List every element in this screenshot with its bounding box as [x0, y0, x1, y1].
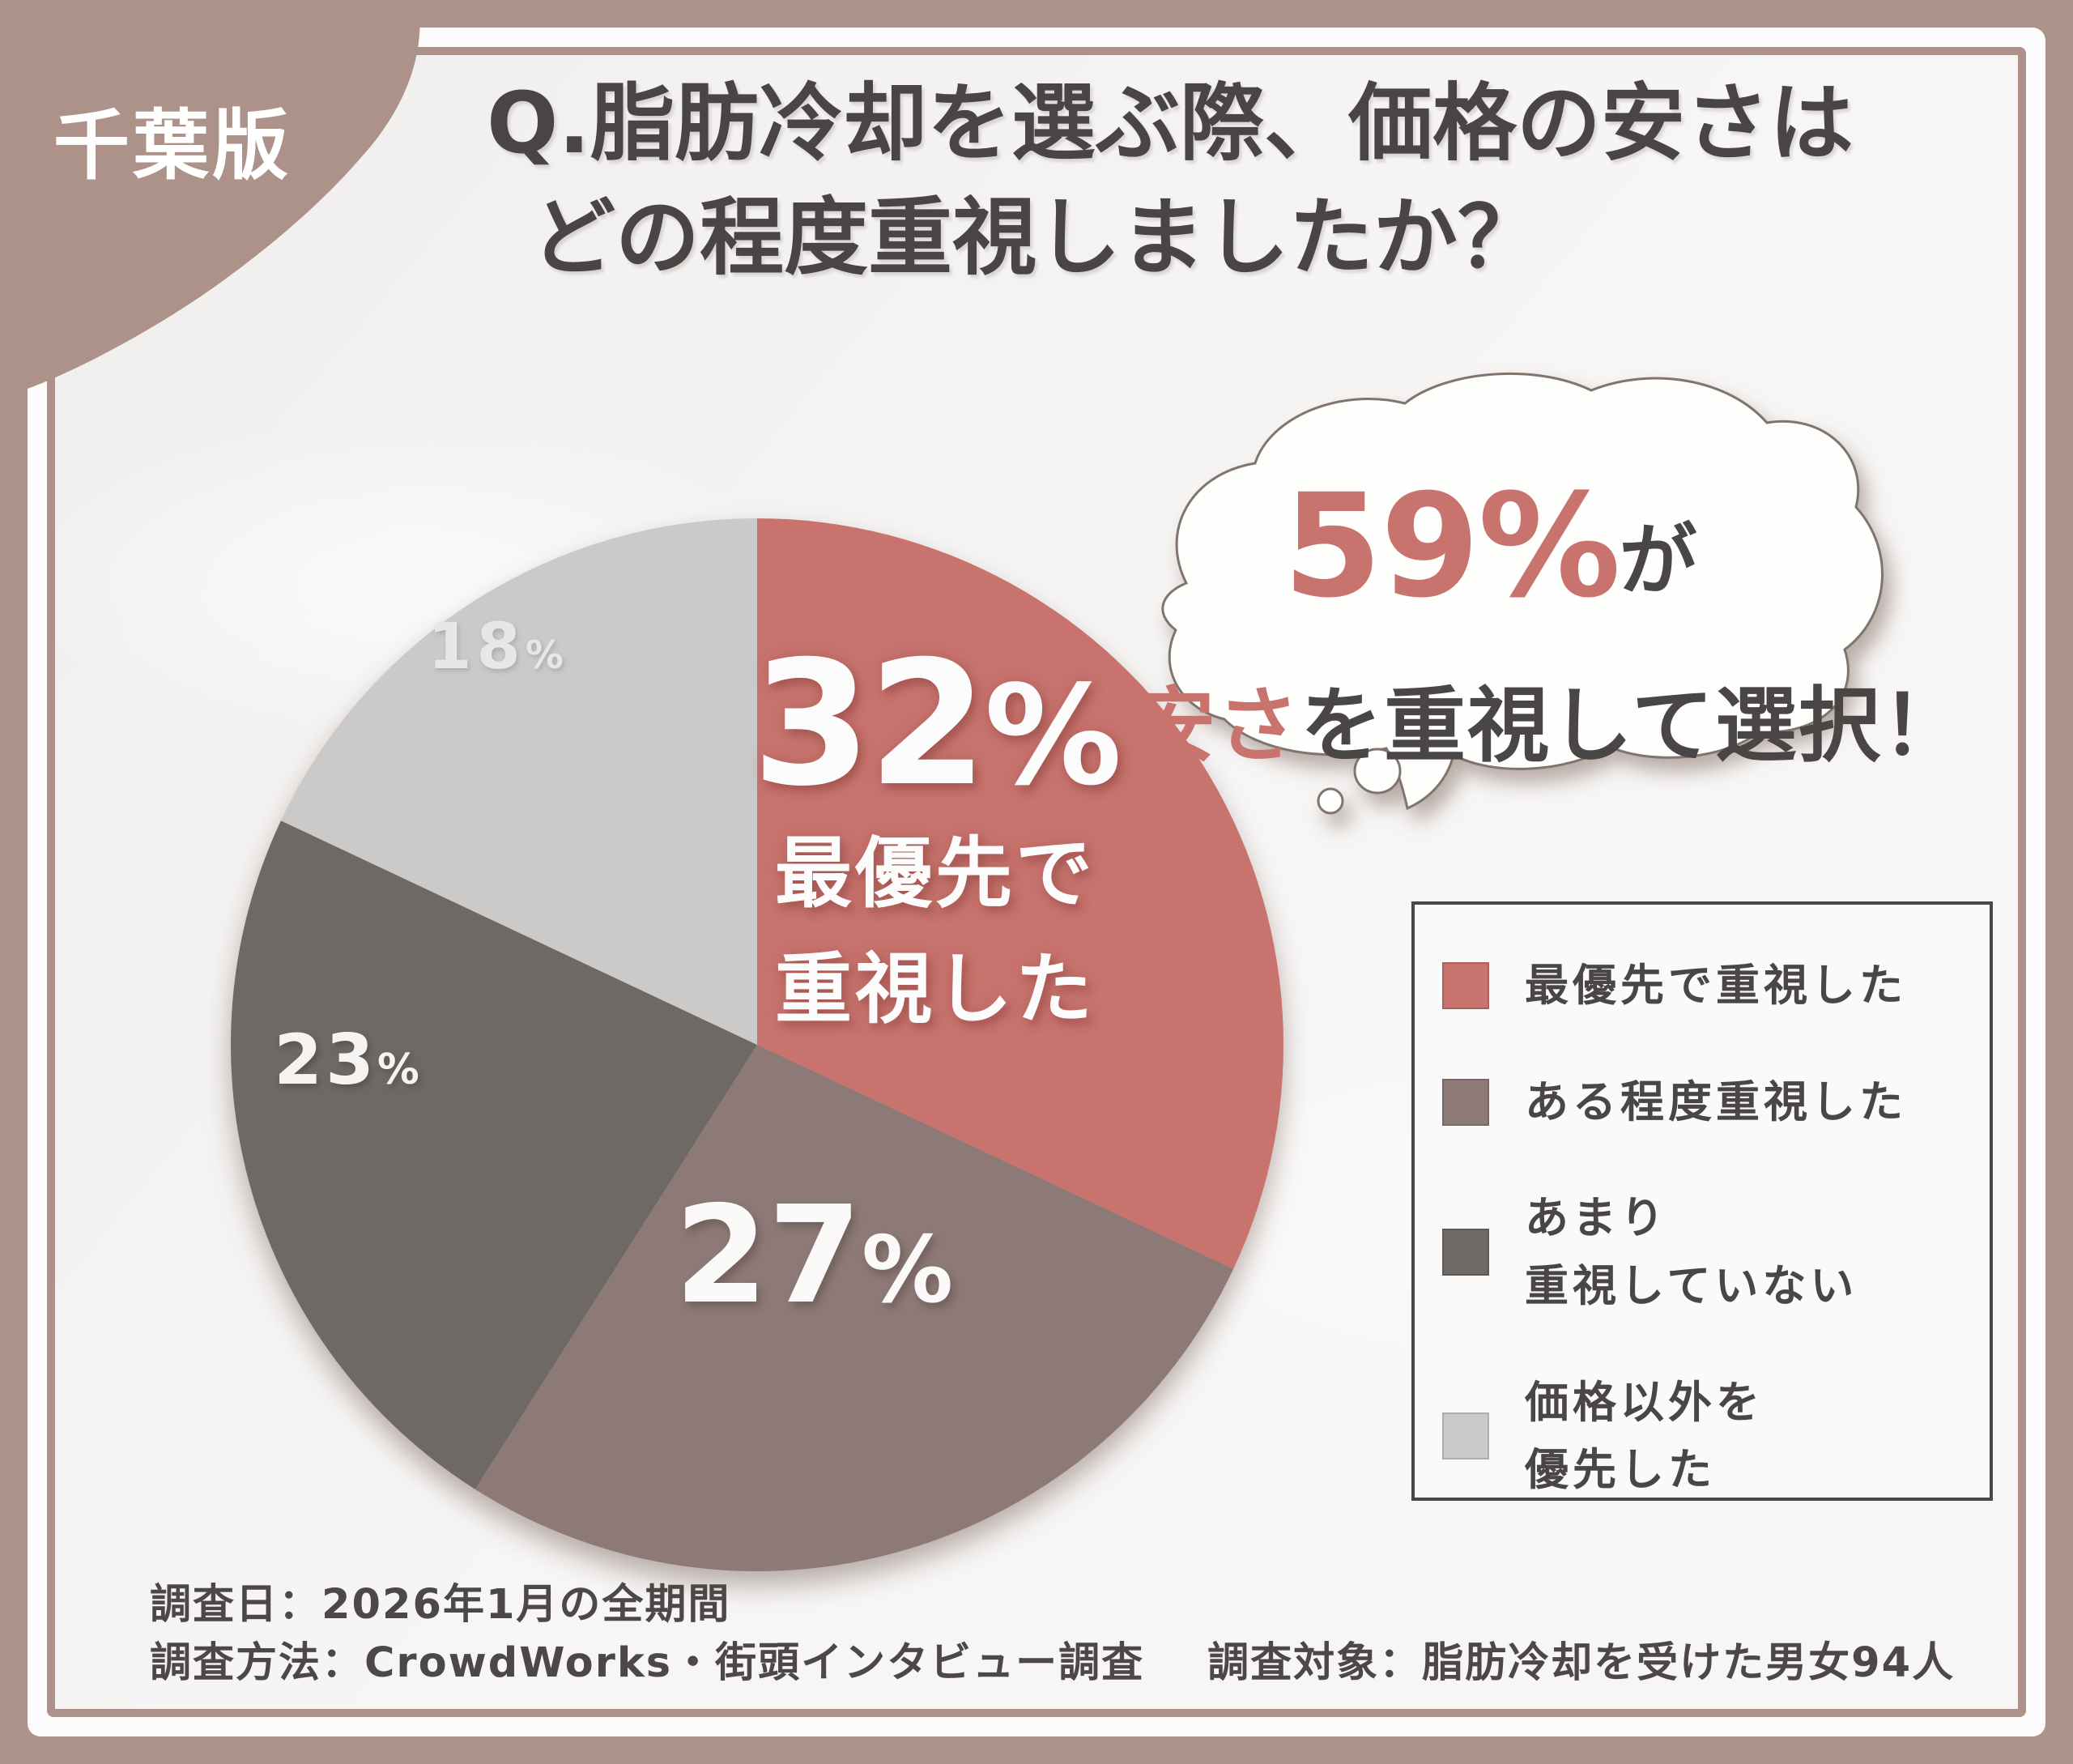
- legend-item-top-priority: 最優先で重視した: [1442, 952, 1973, 1020]
- percent-sign: %: [984, 656, 1122, 816]
- legend-item-other-priority: 価格以外を 優先した: [1442, 1369, 1973, 1504]
- pie-slice-other-priority: [280, 518, 757, 1045]
- percent-sign: %: [525, 634, 568, 678]
- slice-callout-line1: 最優先で: [774, 829, 1096, 918]
- legend-swatch-lightgray: [1442, 1412, 1489, 1460]
- legend-swatch-mauve: [1442, 1078, 1489, 1126]
- pie-slice-top-priority: [757, 518, 1283, 1269]
- percent-sign: %: [377, 1046, 423, 1094]
- thought-bubble-cloud: [1161, 372, 1884, 811]
- percent-sign: %: [861, 1216, 954, 1323]
- legend-swatch-red: [1442, 961, 1489, 1009]
- survey-method: 調査方法：CrowdWorks・街頭インタビュー調査: [150, 1639, 1145, 1688]
- legend-swatch-darkgray: [1442, 1229, 1489, 1276]
- bubble-stat-suffix: が: [1619, 515, 1697, 606]
- bubble-stat: 59%: [1283, 463, 1620, 629]
- corner-blob-shape: [0, 0, 420, 398]
- region-badge: 千葉版: [53, 102, 292, 190]
- slice-value-32: 32%: [751, 624, 1122, 824]
- slice-label-32: 32% 最優先で 重視した: [745, 638, 1126, 1042]
- corner-blob: [0, 0, 420, 398]
- thought-bubble-dot-small: [1317, 787, 1344, 815]
- survey-subject: 調査対象：脂肪冷却を受けた男女94人: [1207, 1639, 1956, 1688]
- legend-label: ある程度重視した: [1525, 1076, 1907, 1127]
- legend-label: 価格以外を 優先した: [1525, 1376, 1764, 1496]
- thought-bubble: [1161, 372, 1884, 815]
- survey-method-row: 調査方法：CrowdWorks・街頭インタビュー調査 調査対象：脂肪冷却を受けた…: [150, 1634, 1955, 1693]
- pie-slice-not-much: [231, 820, 758, 1489]
- legend-label: 最優先で重視した: [1525, 960, 1907, 1011]
- survey-date: 調査日：2026年1月の全期間: [150, 1581, 731, 1629]
- bubble-stat-line: 59%が: [1134, 463, 1846, 629]
- page-title-line2: どの程度重視しましたか？: [530, 188, 1542, 288]
- slice-label-23: 23%: [274, 1020, 423, 1101]
- pie-chart: [190, 478, 1324, 1612]
- slice-callout-line2: 重視した: [774, 945, 1096, 1035]
- legend-item-not-much: あまり 重視していない: [1442, 1184, 1973, 1319]
- pie-slice-somewhat: [475, 1045, 1234, 1571]
- legend-label: あまり 重視していない: [1525, 1192, 1858, 1312]
- legend-item-somewhat: ある程度重視した: [1442, 1068, 1973, 1136]
- chart-legend: 最優先で重視した ある程度重視した あまり 重視していない 価格以外を 優先した: [1411, 901, 1993, 1501]
- bubble-text: 59%が 安さを重視して選択！: [1134, 463, 1964, 778]
- slice-label-27: 27%: [674, 1178, 954, 1334]
- page-title: Q.脂肪冷却を選ぶ際、価格の安さは どの程度重視しましたか？: [57, 70, 2016, 292]
- page-title-line1: Q.脂肪冷却を選ぶ際、価格の安さは: [487, 74, 1854, 173]
- survey-footnote: 調査日：2026年1月の全期間 調査方法：CrowdWorks・街頭インタビュー…: [150, 1576, 1955, 1694]
- bubble-keyword-line: 安さを重視して選択！: [1134, 660, 1964, 778]
- bubble-keyword: 安さ: [1134, 678, 1301, 773]
- slice-label-18: 18%: [428, 611, 568, 684]
- bubble-keyword-suffix: を重視して選択！: [1300, 678, 1965, 773]
- thought-bubble-dot-large: [1353, 748, 1402, 795]
